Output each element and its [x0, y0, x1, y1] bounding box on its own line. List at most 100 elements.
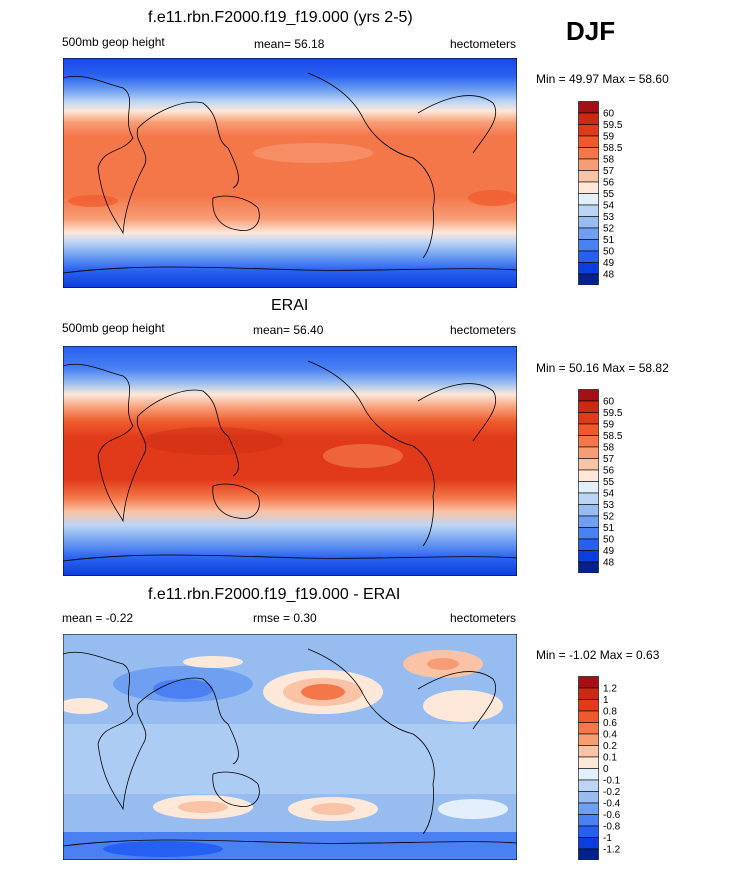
- colorbar-tick-label: 51: [603, 235, 615, 246]
- colorbar-tick-label: 57: [603, 454, 615, 465]
- colorbar-tick-label: 1.2: [603, 684, 617, 695]
- colorbar-swatch: [578, 481, 599, 494]
- colorbar-tick-label: 0.4: [603, 730, 617, 741]
- colorbar-swatch: [578, 492, 599, 505]
- colorbar-tick-label: 59.5: [603, 120, 623, 131]
- colorbar-swatch: [578, 504, 599, 517]
- colorbar-swatch: [578, 791, 599, 804]
- colorbar-swatch: [578, 469, 599, 482]
- panel-2-left-label: 500mb geop height: [62, 321, 165, 335]
- colorbar-swatch: [578, 710, 599, 723]
- colorbar-tick-label: -0.4: [603, 799, 621, 810]
- colorbar-swatch: [578, 814, 599, 827]
- colorbar-tick-label: 53: [603, 212, 615, 223]
- panel-1-center-label: mean= 56.18: [254, 37, 325, 51]
- colorbar-tick-label: 60: [603, 397, 615, 408]
- colorbar-tick-label: 55: [603, 189, 615, 200]
- colorbar-swatch: [578, 389, 599, 402]
- colorbar-swatch: [578, 446, 599, 459]
- colorbar-swatch: [578, 204, 599, 217]
- colorbar-swatch: [578, 262, 599, 275]
- colorbar-swatch: [578, 756, 599, 769]
- colorbar-swatch: [578, 837, 599, 850]
- panel-2-field: [63, 346, 517, 576]
- colorbar-swatch: [578, 423, 599, 436]
- colorbar-tick-label: 0.2: [603, 741, 617, 752]
- panel-3-map: [63, 634, 517, 860]
- colorbar-swatch: [578, 768, 599, 781]
- colorbar-swatch: [578, 825, 599, 838]
- colorbar-swatch: [578, 722, 599, 735]
- colorbar-swatch: [578, 227, 599, 240]
- panel-3-right-label: hectometers: [450, 611, 517, 625]
- colorbar-swatch: [578, 527, 599, 540]
- colorbar-swatch: [578, 216, 599, 229]
- colorbar-swatch: [578, 848, 599, 860]
- colorbar-tick-label: 57: [603, 166, 615, 177]
- colorbar-tick-label: 58: [603, 155, 615, 166]
- colorbar-swatch: [578, 458, 599, 471]
- colorbar-swatch: [578, 561, 599, 573]
- colorbar-swatch: [578, 538, 599, 551]
- colorbar-tick-label: 49: [603, 546, 615, 557]
- colorbar-tick-label: 59.5: [603, 408, 623, 419]
- panel-1-coastlines: [63, 72, 517, 274]
- colorbar-tick-label: -0.8: [603, 822, 621, 833]
- colorbar-swatch: [578, 135, 599, 148]
- colorbar-swatch: [578, 124, 599, 137]
- panel-3-center-label: rmse = 0.30: [253, 611, 317, 625]
- colorbar-swatch: [578, 687, 599, 700]
- panel-3-coastlines: [63, 648, 517, 847]
- colorbar-tick-label: 60: [603, 109, 615, 120]
- panel-1-title: f.e11.rbn.F2000.f19_f19.000 (yrs 2-5): [148, 9, 413, 26]
- colorbar-tick-label: 48: [603, 270, 615, 281]
- colorbar-swatch: [578, 550, 599, 563]
- panel-2-minmax: Min = 50.16 Max = 58.82: [536, 361, 669, 375]
- colorbar-tick-label: -1.2: [603, 845, 621, 856]
- colorbar-tick-label: 1: [603, 695, 609, 706]
- panel-2-right-label: hectometers: [450, 323, 517, 337]
- panel-2-title: ERAI: [271, 297, 309, 314]
- colorbar-swatch: [578, 170, 599, 183]
- colorbar-tick-label: -0.6: [603, 810, 621, 821]
- colorbar-tick-label: 48: [603, 558, 615, 569]
- colorbar-swatch: [578, 193, 599, 206]
- panel-1-field: [63, 58, 517, 288]
- panel-3-title: f.e11.rbn.F2000.f19_f19.000 - ERAI: [148, 586, 401, 603]
- colorbar-swatch: [578, 250, 599, 263]
- colorbar-tick-label: 50: [603, 535, 615, 546]
- colorbar-swatch: [578, 239, 599, 252]
- panel-3-minmax: Min = -1.02 Max = 0.63: [536, 648, 660, 662]
- colorbar-tick-label: 49: [603, 258, 615, 269]
- colorbar-swatch: [578, 802, 599, 815]
- colorbar-swatch: [578, 400, 599, 413]
- colorbar-tick-label: -0.1: [603, 776, 621, 787]
- season-label: DJF: [566, 16, 616, 46]
- colorbar-swatch: [578, 745, 599, 758]
- colorbar-tick-label: 58: [603, 443, 615, 454]
- colorbar-tick-label: -0.2: [603, 787, 621, 798]
- colorbar-swatch: [578, 412, 599, 425]
- colorbar-tick-label: 0.6: [603, 718, 617, 729]
- colorbar-tick-label: 56: [603, 178, 615, 189]
- panel-3-left-label: mean = -0.22: [62, 611, 134, 625]
- colorbar-tick-label: 0.1: [603, 753, 617, 764]
- colorbar-tick-label: 54: [603, 489, 615, 500]
- panel-2-center-label: mean= 56.40: [253, 323, 324, 337]
- colorbar-swatch: [578, 158, 599, 171]
- colorbar-swatch: [578, 699, 599, 712]
- panel-1-minmax: Min = 49.97 Max = 58.60: [536, 72, 669, 86]
- colorbar-swatch: [578, 779, 599, 792]
- panel-3-colorbar: 1.210.80.60.40.20.10-0.1-0.2-0.4-0.6-0.8…: [578, 676, 621, 860]
- panel-1-map: [63, 58, 517, 288]
- colorbar-tick-label: 58.5: [603, 143, 623, 154]
- colorbar-tick-label: 51: [603, 523, 615, 534]
- colorbar-tick-label: 50: [603, 247, 615, 258]
- colorbar-tick-label: 58.5: [603, 431, 623, 442]
- colorbar-swatch: [578, 435, 599, 448]
- colorbar-tick-label: -1: [603, 833, 612, 844]
- colorbar-tick-label: 53: [603, 500, 615, 511]
- colorbar-tick-label: 52: [603, 512, 615, 523]
